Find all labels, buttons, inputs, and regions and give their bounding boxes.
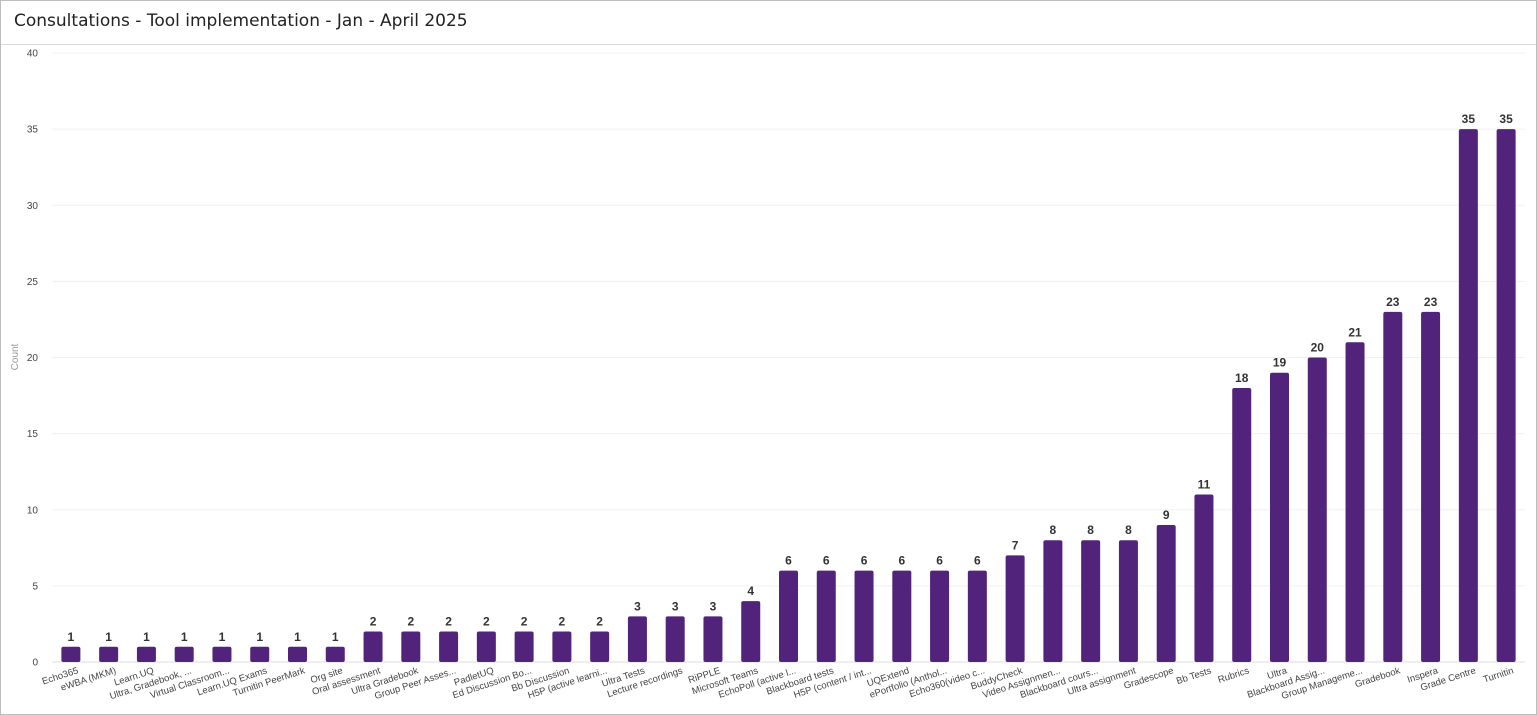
bar[interactable] [1005,555,1025,662]
data-label: 23 [1386,295,1400,309]
y-tick-label: 10 [27,505,39,516]
bar[interactable] [288,646,307,662]
bar[interactable] [1383,311,1403,662]
data-label: 6 [861,554,868,568]
y-tick-label: 5 [32,581,38,592]
data-label: 18 [1235,371,1249,385]
chart-title: Consultations - Tool implementation - Ja… [14,11,468,31]
y-tick-label: 15 [27,429,39,440]
data-label: 8 [1050,523,1057,537]
data-label: 3 [672,599,679,613]
data-label: 8 [1087,523,1094,537]
data-label: 7 [1012,538,1019,552]
bar[interactable] [1232,387,1252,662]
data-label: 21 [1348,325,1362,339]
data-label: 2 [483,615,490,629]
y-axis: 0 5 10 15 20 25 30 35 40 [27,49,39,669]
data-label: 2 [370,615,377,629]
data-label: 1 [68,630,75,644]
bar[interactable] [967,570,987,662]
data-label: 2 [407,615,414,629]
bar[interactable] [1496,129,1516,662]
y-tick-label: 30 [27,201,39,212]
bar[interactable] [439,631,459,662]
bar[interactable] [627,616,647,662]
bar[interactable] [1156,524,1176,662]
y-tick-label: 35 [27,125,39,136]
bar[interactable] [250,646,270,662]
data-label: 8 [1125,523,1132,537]
bar[interactable] [136,646,156,662]
data-label: 23 [1424,295,1438,309]
data-label: 20 [1311,341,1325,355]
data-label: 35 [1462,112,1476,126]
data-label: 1 [105,630,112,644]
bar[interactable] [1118,540,1138,662]
bar[interactable] [892,570,912,662]
data-label: 1 [294,630,301,644]
data-label: 6 [823,554,830,568]
bars [61,129,1516,663]
bar[interactable] [590,631,610,662]
bar[interactable] [1081,540,1101,662]
x-tick-label: Rubrics [1217,665,1251,685]
y-tick-label: 0 [32,658,38,669]
bar[interactable] [476,631,496,662]
bar[interactable] [854,570,874,662]
bar[interactable] [1270,372,1289,662]
data-label: 3 [634,599,641,613]
bar[interactable] [363,631,383,662]
data-label: 1 [256,630,263,644]
y-axis-label: Count [10,343,21,370]
bar[interactable] [99,646,119,662]
bar[interactable] [665,616,685,662]
bar[interactable] [930,570,950,662]
value-labels: 1 1 1 1 1 1 1 12 2 2 2 2 2 23 3 346 6 6 6 6 678 8 891118192021… [68,112,1514,644]
x-tick-label: Bb Tests [1175,665,1213,687]
data-label: 6 [974,554,981,568]
bar[interactable] [1421,311,1441,662]
data-label: 1 [219,630,226,644]
bar[interactable] [514,631,534,662]
bar[interactable] [816,570,836,662]
data-label: 3 [710,599,717,613]
data-label: 35 [1499,112,1513,126]
bar[interactable] [1345,342,1365,662]
bar[interactable] [401,631,421,662]
bar[interactable] [174,646,194,662]
data-label: 2 [521,615,528,629]
data-label: 6 [936,554,943,568]
bar[interactable] [212,646,232,662]
bar[interactable] [741,601,761,662]
y-tick-label: 20 [27,353,39,364]
data-label: 1 [181,630,188,644]
x-tick-label: Turnitin [1482,665,1515,685]
bar[interactable] [1043,540,1063,662]
bar[interactable] [1194,494,1214,662]
bar[interactable] [1458,129,1478,662]
data-label: 2 [559,615,566,629]
y-tick-label: 40 [27,49,39,60]
chart-header: Consultations - Tool implementation - Ja… [1,1,1536,45]
bar[interactable] [703,616,723,662]
data-label: 2 [445,615,452,629]
data-label: 9 [1163,508,1170,522]
bar[interactable] [325,646,345,662]
data-label: 2 [596,615,603,629]
bar[interactable] [552,631,572,662]
data-label: 4 [747,584,754,598]
data-label: 6 [898,554,905,568]
data-label: 6 [785,554,792,568]
bar[interactable] [779,570,798,662]
bar[interactable] [61,646,81,662]
data-label: 1 [143,630,150,644]
data-label: 19 [1273,356,1287,370]
data-label: 1 [332,630,339,644]
data-label: 11 [1198,478,1211,492]
y-tick-label: 25 [27,277,39,288]
bar[interactable] [1307,357,1327,663]
